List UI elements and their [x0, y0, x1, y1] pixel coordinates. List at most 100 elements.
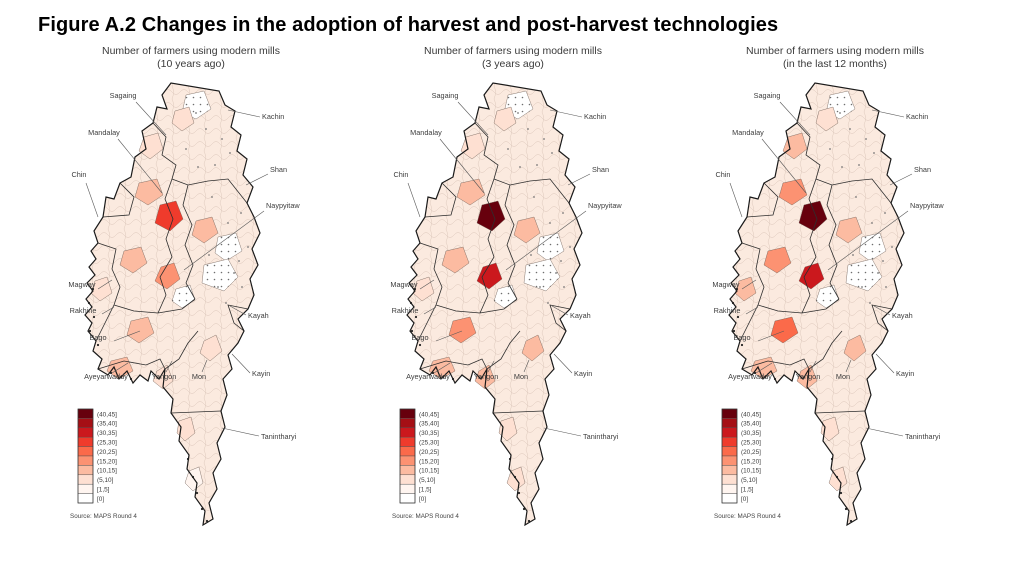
state-border — [419, 358, 488, 369]
region-label-magway: Magway — [390, 280, 418, 289]
state-border — [486, 330, 521, 369]
township-centroid-dot — [829, 147, 831, 150]
coastline-islet-speck — [414, 315, 418, 318]
label-leader-line — [865, 427, 904, 436]
state-border — [227, 304, 249, 331]
township-centroid-dot — [241, 285, 243, 288]
legend-bin-label: (20,25] — [741, 448, 761, 455]
state-border — [871, 304, 893, 331]
coastline-islet-speck — [195, 491, 199, 494]
map-panel-10-years-ago: Number of farmers using modern mills (10… — [34, 39, 348, 543]
region-label-ayeyarwaddy: Ayeyarwaddy — [406, 372, 450, 381]
township-centroid-dot — [547, 301, 549, 304]
label-leader-line — [761, 138, 807, 193]
legend-swatch — [77, 408, 94, 419]
state-border — [157, 256, 173, 313]
source-note: Source: MAPS Round 4 — [70, 513, 137, 520]
label-leader-line — [439, 138, 485, 193]
region-label-ayeyarwaddy: Ayeyarwaddy — [728, 372, 772, 381]
legend-bin-label: (25,30] — [419, 439, 439, 446]
region-label-kayah: Kayah — [892, 311, 913, 320]
legend-bin-label: (15,20] — [419, 458, 439, 465]
legend-bin-label: [0] — [97, 495, 104, 502]
township-patch — [523, 258, 561, 291]
township-borders-texture — [85, 82, 260, 525]
township-centroid-dot — [852, 253, 854, 256]
township-centroid-dot — [543, 137, 545, 140]
region-label-kayah: Kayah — [570, 311, 591, 320]
region-label-magway: Magway — [712, 280, 740, 289]
state-border — [479, 256, 495, 313]
state-border — [113, 298, 196, 313]
township-centroid-dot — [225, 301, 227, 304]
legend-bin-label: (30,35] — [97, 430, 117, 437]
region-label-sagaing: Sagaing — [754, 91, 781, 100]
label-leader-line — [231, 353, 251, 373]
township-patch — [513, 216, 541, 243]
label-leader-line — [245, 173, 269, 185]
maps-row: Number of farmers using modern mills (10… — [34, 39, 1023, 543]
legend-swatch — [77, 436, 94, 447]
township-patch — [493, 106, 517, 131]
region-label-mon: Mon — [192, 372, 206, 381]
township-centroid-dot — [865, 137, 867, 140]
legend-swatch — [399, 483, 416, 494]
state-border — [164, 330, 199, 369]
label-leader-line — [779, 101, 811, 135]
township-centroid-dot — [211, 195, 213, 198]
label-leader-line — [889, 173, 913, 185]
state-border — [741, 358, 810, 369]
label-leader-line — [227, 109, 261, 117]
region-label-naypyitaw: Naypyitaw — [266, 201, 300, 210]
legend-swatch — [721, 464, 738, 475]
township-patch — [798, 262, 825, 289]
township-centroid-dot — [841, 165, 843, 168]
label-leader-line — [875, 353, 895, 373]
coastline-islet-speck — [92, 315, 96, 318]
township-centroid-dot — [519, 165, 521, 168]
label-leader-line — [549, 109, 583, 117]
legend-swatch — [399, 445, 416, 456]
state-border — [435, 298, 518, 313]
legend-bin-label: (5,10] — [419, 477, 436, 484]
label-leader-line — [729, 182, 743, 217]
myanmar-map-last-12-months: Sagaing Kachin Mandalay Chin Shan Naypyitaw Ma… — [680, 73, 990, 543]
legend-swatch — [399, 474, 416, 485]
legend: (40,45] (35,40] (30,35] (25,30] (20,25] (15,2… — [399, 408, 439, 503]
label-leader-line — [755, 362, 773, 373]
legend-bin-label: (15,20] — [97, 458, 117, 465]
township-patch — [460, 132, 486, 159]
map-subtitle: (10 years ago) — [157, 57, 225, 70]
township-centroid-dot — [873, 151, 875, 154]
region-label-yangon: Yangon — [474, 372, 499, 381]
legend-bin-label: (35,40] — [97, 420, 117, 427]
township-centroid-dot — [871, 221, 873, 224]
label-leader-line — [757, 330, 785, 341]
region-label-tanintharyi: Tanintharyi — [583, 432, 619, 441]
coastline-islet-speck — [740, 343, 744, 346]
state-border — [826, 184, 840, 299]
township-centroid-dot — [238, 259, 240, 262]
township-centroid-dot — [563, 285, 565, 288]
township-patch — [796, 364, 818, 389]
legend-bin-label: (40,45] — [741, 411, 761, 418]
region-label-shan: Shan — [270, 165, 287, 174]
coastline-islet-speck — [839, 491, 843, 494]
state-border — [424, 182, 457, 217]
label-leader-line — [423, 306, 437, 314]
coastline-islet-speck — [418, 343, 422, 346]
legend-swatch — [721, 408, 738, 419]
legend-frame — [399, 408, 416, 503]
legend-bin-label: (40,45] — [419, 411, 439, 418]
township-centroid-dot — [536, 163, 538, 166]
legend-frame — [721, 408, 738, 503]
state-border — [814, 410, 866, 413]
township-centroid-dot — [849, 127, 851, 130]
source-note: Source: MAPS Round 4 — [714, 513, 781, 520]
region-label-tanintharyi: Tanintharyi — [261, 432, 297, 441]
township-patch — [119, 246, 148, 273]
region-label-bago: Bago — [733, 333, 750, 342]
region-label-yangon: Yangon — [796, 372, 821, 381]
country-outline — [406, 81, 583, 526]
legend-swatch — [399, 492, 416, 503]
